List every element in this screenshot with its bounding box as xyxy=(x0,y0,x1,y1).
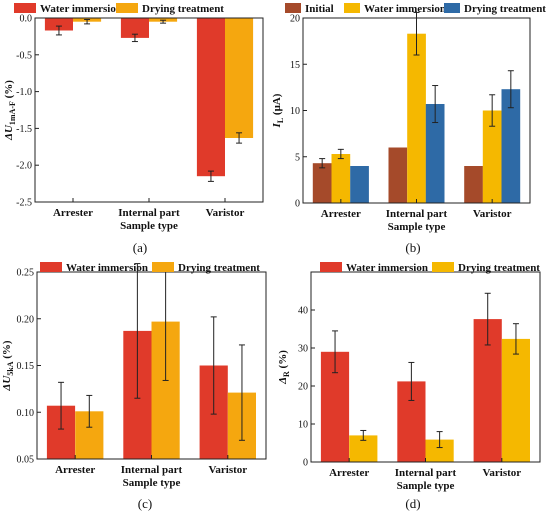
bar-b-0-2 xyxy=(464,166,483,203)
y-tick-label-d-3: 30 xyxy=(298,344,308,355)
y-axis-label-d: ΔR (%) xyxy=(277,350,291,385)
y-tick-label-d-1: 10 xyxy=(298,420,308,431)
chart-panel-b: 0 5 10 15 20 Arrester Internal part Varistor Sam… xyxy=(271,3,546,255)
y-tick-label-c-4: 0.25 xyxy=(17,268,35,279)
y-tick-label-b-1: 5 xyxy=(295,152,300,163)
category-label-b-0: Arrester xyxy=(321,208,361,220)
category-label-d-0: Arrester xyxy=(329,467,369,479)
legend-swatch-c-1 xyxy=(152,262,174,272)
category-label-c-2: Varistor xyxy=(208,464,247,476)
y-axis-label-main-c: ΔU xyxy=(1,375,13,392)
legend-swatch-d-1 xyxy=(432,262,454,272)
bar-a-1-2 xyxy=(225,18,254,138)
y-tick-label-c-0: 0.05 xyxy=(17,455,35,466)
chart-panel-c: 0.05 0.10 0.15 0.20 0.25 Arrester Internal par… xyxy=(1,262,267,511)
chart-panel-d: 0 10 20 30 40 Arrester Internal part Varistor Sa… xyxy=(277,262,541,511)
y-axis-label-sub-b: L xyxy=(276,118,285,123)
legend-swatch-c-0 xyxy=(40,262,62,272)
category-label-c-0: Arrester xyxy=(55,464,95,476)
x-axis-label-b: Sample type xyxy=(388,221,446,233)
x-axis-label-d: Sample type xyxy=(397,480,455,492)
bar-b-2-2 xyxy=(501,89,521,203)
category-label-b-1: Internal part xyxy=(386,208,448,220)
y-axis-label-unit-a: (%) xyxy=(3,80,15,101)
y-axis-label-unit-c: (%) xyxy=(1,340,13,361)
legend-label-a-1: Drying treatment xyxy=(142,3,224,15)
category-label-d-2: Varistor xyxy=(482,467,521,479)
y-axis-label-sub-a: 1mA-F xyxy=(8,101,17,125)
category-label-a-1: Internal part xyxy=(118,207,180,219)
category-label-c-1: Internal part xyxy=(121,464,183,476)
legend-label-b-1: Water immersion xyxy=(364,3,446,15)
panel-caption-c: (c) xyxy=(138,496,152,511)
bar-a-0-0 xyxy=(44,18,73,31)
bar-a-0-1 xyxy=(120,18,149,38)
y-axis-label-sub-d: R xyxy=(282,371,291,377)
chart-panel-a: 0.0 -0.5 -1.0 -1.5 -2.0 -2.5 Arrester Internal … xyxy=(3,3,264,255)
y-tick-label-d-0: 0 xyxy=(303,458,308,469)
y-tick-label-b-0: 0 xyxy=(295,199,300,210)
y-tick-label-a-5: -2.5 xyxy=(16,198,32,209)
legend-swatch-a-0 xyxy=(14,3,36,13)
x-axis-label-c: Sample type xyxy=(123,477,181,489)
y-tick-label-d-2: 20 xyxy=(298,382,308,393)
bar-b-0-0 xyxy=(312,163,332,203)
bar-b-1-0 xyxy=(331,154,351,203)
y-tick-label-c-2: 0.15 xyxy=(17,361,35,372)
bar-d-1-1 xyxy=(425,439,454,462)
bar-b-0-1 xyxy=(388,147,408,203)
category-label-d-1: Internal part xyxy=(395,467,457,479)
bar-a-0-2 xyxy=(196,18,225,177)
category-label-a-0: Arrester xyxy=(53,207,93,219)
x-axis-label-a: Sample type xyxy=(120,220,178,232)
legend-swatch-a-1 xyxy=(116,3,138,13)
legend-label-b-0: Initial xyxy=(305,3,334,15)
legend-label-b-2: Drying treatment xyxy=(464,3,546,15)
panel-caption-b: (b) xyxy=(405,240,420,255)
y-tick-label-a-2: -1.0 xyxy=(16,87,32,98)
y-tick-label-b-4: 20 xyxy=(290,14,300,25)
y-tick-label-a-4: -2.0 xyxy=(16,161,32,172)
y-tick-label-c-1: 0.10 xyxy=(17,408,35,419)
category-label-b-2: Varistor xyxy=(473,208,512,220)
legend-swatch-d-0 xyxy=(320,262,342,272)
bar-b-2-1 xyxy=(425,104,445,203)
legend-label-c-1: Drying treatment xyxy=(178,262,260,274)
panel-caption-d: (d) xyxy=(405,496,420,511)
y-axis-label-c: ΔU5kA (%) xyxy=(1,340,15,391)
bar-b-1-1 xyxy=(407,33,426,204)
y-axis-label-b: IL (μA) xyxy=(271,93,285,128)
y-axis-label-main-b: I xyxy=(271,122,283,128)
y-tick-label-a-0: 0.0 xyxy=(20,14,33,25)
panel-caption-a: (a) xyxy=(133,240,147,255)
legend-label-a-0: Water immersion xyxy=(40,3,122,15)
legend-label-d-1: Drying treatment xyxy=(458,262,540,274)
y-tick-label-b-2: 10 xyxy=(290,106,300,117)
category-label-a-2: Varistor xyxy=(206,207,245,219)
legend-label-c-0: Water immersion xyxy=(66,262,148,274)
y-axis-label-a: ΔU1mA-F (%) xyxy=(3,80,17,141)
y-tick-label-d-4: 40 xyxy=(298,306,308,317)
y-axis-label-sub-c: 5kA xyxy=(6,361,15,375)
legend-swatch-b-0 xyxy=(285,3,301,13)
legend-swatch-b-2 xyxy=(444,3,460,13)
y-axis-label-main-d: Δ xyxy=(277,377,289,385)
bar-d-1-2 xyxy=(501,338,530,462)
y-axis-label-unit-d: (%) xyxy=(277,350,289,371)
legend-swatch-b-1 xyxy=(344,3,360,13)
bar-b-2-0 xyxy=(350,166,369,203)
bar-b-1-2 xyxy=(482,110,502,203)
legend-label-d-0: Water immersion xyxy=(346,262,428,274)
y-axis-label-main-a: ΔU xyxy=(3,124,15,141)
y-tick-label-c-3: 0.20 xyxy=(17,314,35,325)
y-tick-label-a-3: -1.5 xyxy=(16,124,32,135)
y-tick-label-b-3: 15 xyxy=(290,60,300,71)
y-axis-label-unit-b: (μA) xyxy=(271,93,283,118)
y-tick-label-a-1: -0.5 xyxy=(16,50,32,61)
